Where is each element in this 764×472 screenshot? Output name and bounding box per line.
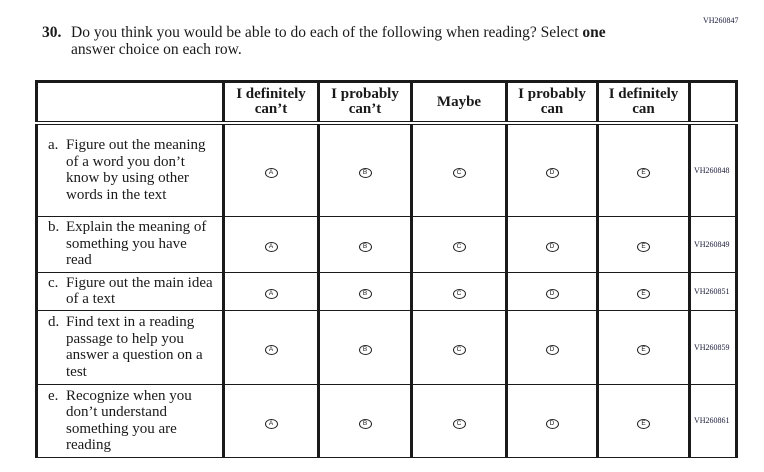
row-code: VH260848: [688, 122, 738, 217]
option-cell: E: [596, 383, 691, 458]
statement-cell: e. Recognize when you don’t understand so…: [35, 383, 225, 458]
row-text: Figure out the meaning of a word you don…: [66, 137, 206, 203]
answer-bubble-d[interactable]: D: [545, 345, 559, 355]
row-text: Figure out the main idea of a text: [66, 274, 213, 308]
answer-bubble-e[interactable]: E: [637, 345, 650, 355]
answer-bubble-e[interactable]: E: [637, 418, 650, 429]
column-header-line1: I definitely: [608, 86, 679, 102]
option-cell: E: [596, 215, 691, 273]
row-label: e.: [48, 387, 59, 404]
option-cell: A: [222, 309, 320, 385]
option-cell: D: [505, 122, 599, 217]
table-row: e. Recognize when you don’t understand so…: [35, 383, 738, 458]
answer-bubble-b[interactable]: B: [358, 242, 372, 252]
option-cell: B: [317, 215, 413, 273]
option-cell: A: [222, 215, 320, 273]
question: 30. Do you think you would be able to do …: [42, 24, 682, 58]
answer-bubble-e[interactable]: E: [637, 242, 650, 252]
answer-bubble-a[interactable]: A: [264, 289, 278, 299]
option-cell: D: [505, 383, 599, 458]
item-code: VH260847: [703, 16, 739, 25]
column-header-line2: can’t: [348, 101, 382, 117]
answer-bubble-d[interactable]: D: [545, 289, 559, 299]
answer-bubble-e[interactable]: E: [637, 289, 650, 299]
option-cell: C: [410, 309, 508, 385]
column-header-line2: can’t: [254, 101, 288, 117]
question-emphasis: one: [582, 24, 606, 41]
table-row: d. Find text in a reading passage to help…: [35, 309, 738, 385]
row-text: Explain the meaning of something you hav…: [66, 219, 207, 269]
column-header: I definitely can: [596, 81, 691, 125]
answer-bubble-a[interactable]: A: [264, 418, 278, 429]
answer-bubble-a[interactable]: A: [264, 242, 278, 252]
row-label: b.: [48, 219, 60, 236]
option-cell: B: [317, 122, 413, 217]
option-cell: C: [410, 383, 508, 458]
option-cell: A: [222, 122, 320, 217]
statement-cell: d. Find text in a reading passage to help…: [35, 309, 225, 385]
column-header-line2: can: [632, 101, 655, 117]
option-cell: A: [222, 383, 320, 458]
option-cell: E: [596, 122, 691, 217]
answer-bubble-b[interactable]: B: [358, 345, 372, 355]
answer-bubble-c[interactable]: C: [452, 242, 466, 252]
row-text: Recognize when you don’t understand some…: [66, 387, 192, 454]
header-blank: [35, 81, 225, 125]
option-cell: C: [410, 215, 508, 273]
row-code: VH260851: [688, 271, 738, 311]
row-text: Find text in a reading passage to help y…: [66, 314, 203, 380]
column-header-line2: can: [540, 101, 564, 117]
statement-cell: a. Figure out the meaning of a word you d…: [35, 122, 225, 217]
column-header-line1: I probably: [518, 86, 586, 102]
answer-bubble-d[interactable]: D: [545, 168, 559, 179]
answer-bubble-a[interactable]: A: [264, 168, 278, 179]
answer-bubble-d[interactable]: D: [545, 418, 559, 429]
row-label: c.: [48, 274, 59, 291]
option-cell: E: [596, 271, 691, 311]
option-cell: B: [317, 309, 413, 385]
row-label: d.: [48, 314, 60, 330]
option-cell: B: [317, 271, 413, 311]
column-header-line1: Maybe: [436, 93, 482, 110]
option-cell: D: [505, 309, 599, 385]
answer-bubble-c[interactable]: C: [452, 418, 466, 429]
response-grid: I definitely can’t I probably can’t Maybe I p…: [35, 80, 738, 458]
table-row: c. Figure out the main idea of a text A B C D…: [35, 271, 738, 311]
option-cell: B: [317, 383, 413, 458]
column-header: I probably can’t: [317, 81, 413, 125]
column-header: I probably can: [505, 81, 599, 125]
column-header: I definitely can’t: [222, 81, 320, 125]
table-row: b. Explain the meaning of something you h…: [35, 215, 738, 273]
question-text-continued: answer choice on each row.: [71, 41, 242, 58]
column-header-line1: I definitely: [236, 86, 306, 102]
answer-bubble-a[interactable]: A: [264, 345, 278, 355]
answer-bubble-b[interactable]: B: [358, 418, 372, 429]
row-code: VH260861: [688, 383, 738, 458]
answer-bubble-b[interactable]: B: [358, 289, 372, 299]
header-row: I definitely can’t I probably can’t Maybe I p…: [35, 81, 738, 125]
table-row: a. Figure out the meaning of a word you d…: [35, 122, 738, 217]
header-code-blank: [688, 81, 738, 125]
option-cell: D: [505, 271, 599, 311]
answer-bubble-e[interactable]: E: [637, 168, 650, 179]
option-cell: D: [505, 215, 599, 273]
question-number: 30.: [42, 24, 62, 41]
answer-bubble-c[interactable]: C: [452, 168, 466, 179]
statement-cell: b. Explain the meaning of something you h…: [35, 215, 225, 273]
column-header-line1: I probably: [331, 86, 399, 102]
row-label: a.: [48, 137, 59, 154]
row-code: VH260849: [688, 215, 738, 273]
option-cell: C: [410, 122, 508, 217]
question-text: Do you think you would be able to do eac…: [71, 24, 583, 41]
option-cell: A: [222, 271, 320, 311]
answer-bubble-c[interactable]: C: [452, 289, 466, 299]
column-header: Maybe: [410, 81, 508, 125]
answer-bubble-d[interactable]: D: [545, 242, 559, 252]
option-cell: E: [596, 309, 691, 385]
row-code: VH260859: [688, 309, 738, 385]
answer-bubble-c[interactable]: C: [452, 345, 466, 355]
option-cell: C: [410, 271, 508, 311]
statement-cell: c. Figure out the main idea of a text: [35, 271, 225, 311]
answer-bubble-b[interactable]: B: [358, 168, 372, 179]
